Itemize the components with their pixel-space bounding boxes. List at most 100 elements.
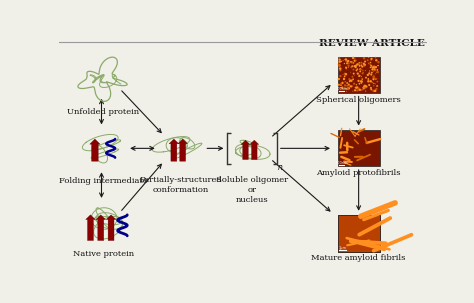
Point [365, 61, 373, 66]
Point [349, 84, 356, 88]
Point [361, 83, 369, 88]
Point [360, 85, 368, 90]
Point [370, 77, 377, 82]
Point [354, 62, 361, 67]
Text: Folding intermediate: Folding intermediate [59, 177, 147, 185]
FancyArrow shape [178, 139, 187, 161]
Point [337, 67, 345, 72]
Point [361, 62, 369, 67]
Point [347, 83, 355, 88]
Point [358, 63, 365, 68]
Point [356, 61, 363, 65]
Point [353, 68, 360, 73]
Point [360, 86, 368, 91]
Point [352, 63, 360, 68]
Point [347, 78, 355, 83]
Point [343, 83, 351, 88]
Point [373, 86, 380, 91]
Point [356, 88, 363, 92]
Point [351, 56, 359, 61]
Point [344, 85, 352, 90]
Point [370, 69, 378, 74]
Point [374, 70, 382, 75]
Point [359, 70, 367, 75]
Point [372, 82, 379, 86]
Point [365, 77, 372, 82]
Point [341, 79, 349, 84]
Point [336, 57, 344, 62]
Point [355, 78, 362, 83]
FancyArrow shape [106, 215, 116, 241]
Point [360, 86, 367, 91]
FancyArrow shape [96, 215, 106, 241]
Point [341, 83, 349, 88]
Point [343, 66, 350, 71]
Point [356, 69, 364, 74]
Point [359, 71, 366, 76]
Point [351, 73, 358, 78]
Point [372, 72, 379, 76]
Point [355, 74, 363, 79]
Point [347, 70, 355, 75]
Point [359, 87, 366, 92]
Text: Soluble oligomer
or
nucleus: Soluble oligomer or nucleus [216, 176, 288, 204]
Point [373, 58, 380, 63]
Point [366, 65, 374, 70]
Point [353, 85, 360, 90]
Point [345, 59, 352, 64]
Point [359, 76, 366, 81]
Point [335, 60, 343, 65]
Point [335, 62, 343, 67]
Point [343, 81, 351, 85]
Point [345, 86, 353, 91]
Text: Partially-structured
conformation: Partially-structured conformation [139, 176, 222, 194]
Point [343, 89, 350, 94]
Bar [337, 215, 380, 251]
Point [337, 85, 344, 90]
Point [365, 71, 373, 76]
Point [373, 70, 380, 75]
Point [358, 79, 365, 84]
Point [337, 74, 344, 78]
Point [371, 76, 379, 81]
Point [371, 89, 378, 94]
Point [351, 58, 358, 63]
Point [370, 64, 378, 68]
Point [374, 79, 381, 84]
Bar [337, 130, 380, 166]
Point [346, 79, 354, 84]
Point [356, 61, 363, 66]
Point [336, 63, 343, 68]
Point [365, 55, 373, 60]
Point [360, 63, 368, 68]
Point [352, 58, 360, 63]
Point [365, 83, 373, 88]
Point [370, 65, 377, 70]
Text: 500nm: 500nm [335, 161, 348, 165]
Point [336, 63, 344, 68]
Point [344, 83, 351, 88]
Point [372, 77, 380, 82]
Point [374, 63, 382, 68]
Point [336, 69, 344, 74]
Point [374, 60, 382, 65]
Point [368, 80, 376, 85]
Point [335, 77, 343, 82]
Point [374, 84, 381, 88]
Point [356, 73, 363, 78]
Point [360, 56, 368, 61]
Point [366, 62, 374, 67]
Point [368, 56, 375, 61]
Point [345, 65, 352, 70]
Point [340, 76, 347, 81]
FancyArrow shape [90, 139, 100, 161]
Point [335, 82, 343, 87]
FancyArrow shape [250, 140, 259, 160]
Point [337, 82, 345, 87]
Point [337, 82, 345, 87]
Text: REVIEW ARTICLE: REVIEW ARTICLE [319, 39, 425, 48]
Point [372, 88, 379, 93]
Point [348, 60, 356, 65]
FancyArrow shape [86, 215, 95, 241]
Point [350, 67, 357, 72]
